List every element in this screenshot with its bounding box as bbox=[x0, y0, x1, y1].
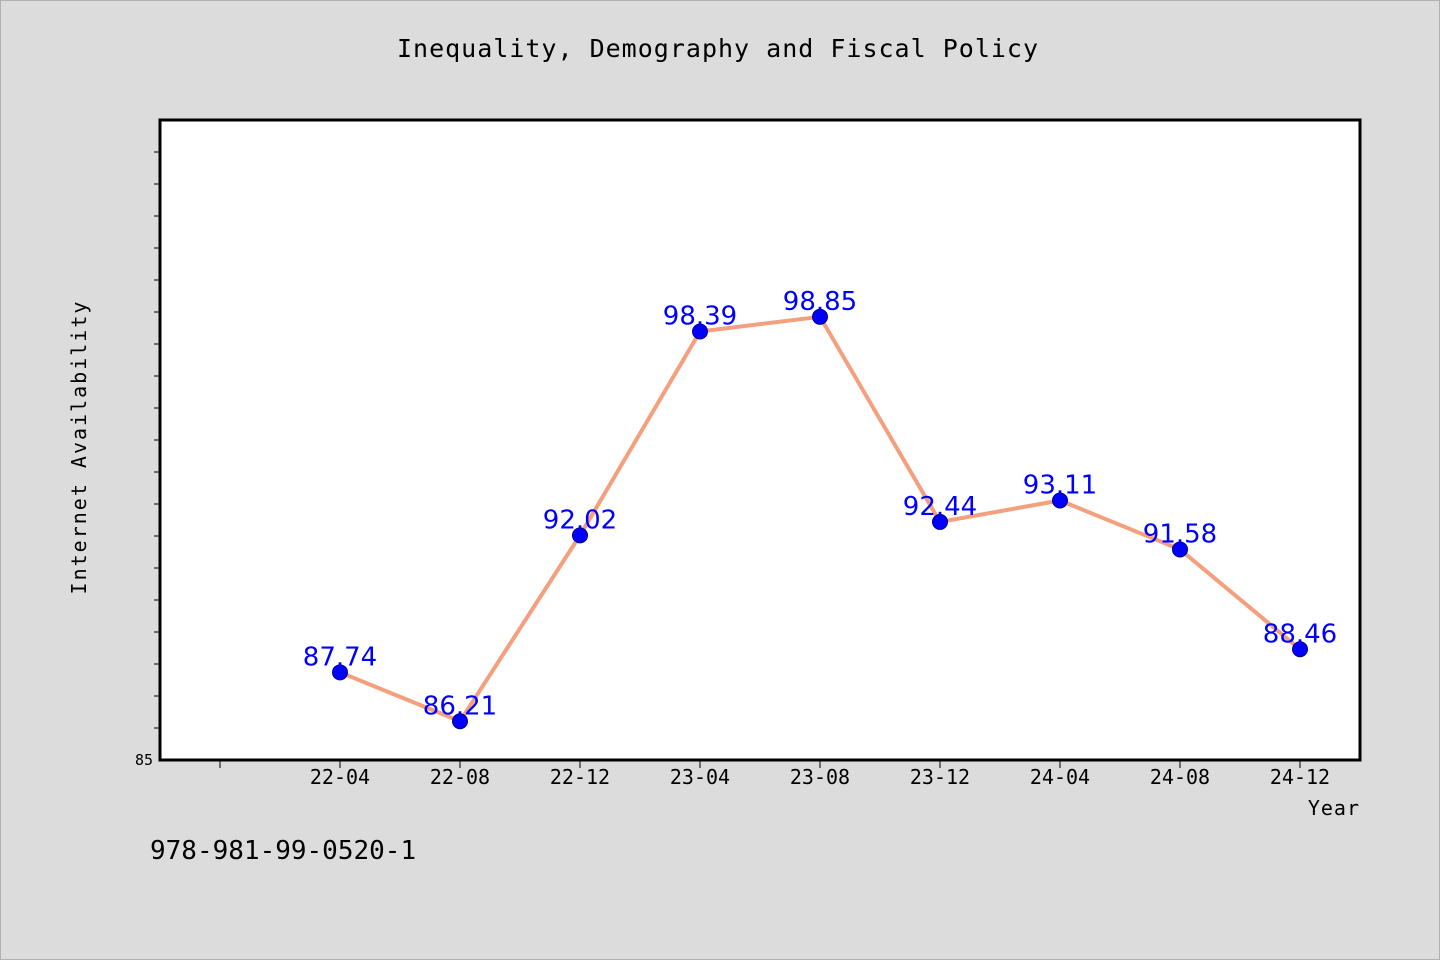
data-label: 98.85 bbox=[783, 287, 857, 317]
data-point-marker bbox=[1052, 492, 1068, 509]
x-tick-label: 23-08 bbox=[790, 765, 850, 789]
data-label: 91.58 bbox=[1143, 519, 1217, 549]
x-axis-label: Year bbox=[1307, 796, 1360, 820]
data-point-marker bbox=[572, 527, 588, 544]
data-point-marker bbox=[452, 713, 468, 730]
x-tick-label: 24-04 bbox=[1030, 765, 1090, 789]
x-tick-label: 22-08 bbox=[430, 765, 490, 789]
x-tick-label: 22-04 bbox=[310, 765, 370, 789]
y-axis-ticks: 85 bbox=[135, 151, 160, 769]
isbn-text: 978-981-99-0520-1 bbox=[150, 836, 417, 866]
data-label: 86.21 bbox=[423, 691, 497, 721]
data-point-marker bbox=[932, 513, 948, 530]
x-axis-ticks: 22-04 22-08 22-12 23-04 23-08 23-12 24-04 24-08… bbox=[219, 760, 1330, 789]
data-point-marker bbox=[1292, 641, 1308, 658]
x-tick-label: 23-12 bbox=[910, 765, 970, 789]
x-tick-label: 24-12 bbox=[1270, 765, 1330, 789]
data-label: 92.44 bbox=[903, 492, 977, 522]
chart-title: Inequality, Demography and Fiscal Policy bbox=[396, 34, 1040, 63]
data-labels-group: 87.74 86.21 92.02 98.39 98.85 92.44 93.11 91.58… bbox=[303, 287, 1337, 721]
x-tick-label: 22-12 bbox=[550, 765, 610, 789]
data-label: 88.46 bbox=[1263, 619, 1337, 649]
data-label: 93.11 bbox=[1023, 470, 1097, 500]
x-tick-label: 23-04 bbox=[670, 765, 730, 789]
data-label: 98.39 bbox=[663, 302, 737, 332]
y-tick-label: 85 bbox=[135, 751, 153, 769]
data-point-marker bbox=[332, 664, 348, 681]
data-point-marker bbox=[692, 323, 708, 340]
data-label: 87.74 bbox=[303, 642, 377, 672]
data-point-marker bbox=[1172, 541, 1188, 558]
data-point-marker bbox=[812, 308, 828, 325]
x-tick-label: 24-08 bbox=[1150, 765, 1210, 789]
data-label: 92.02 bbox=[543, 505, 617, 535]
plot-area bbox=[158, 118, 1362, 762]
markers-group bbox=[332, 308, 1308, 730]
